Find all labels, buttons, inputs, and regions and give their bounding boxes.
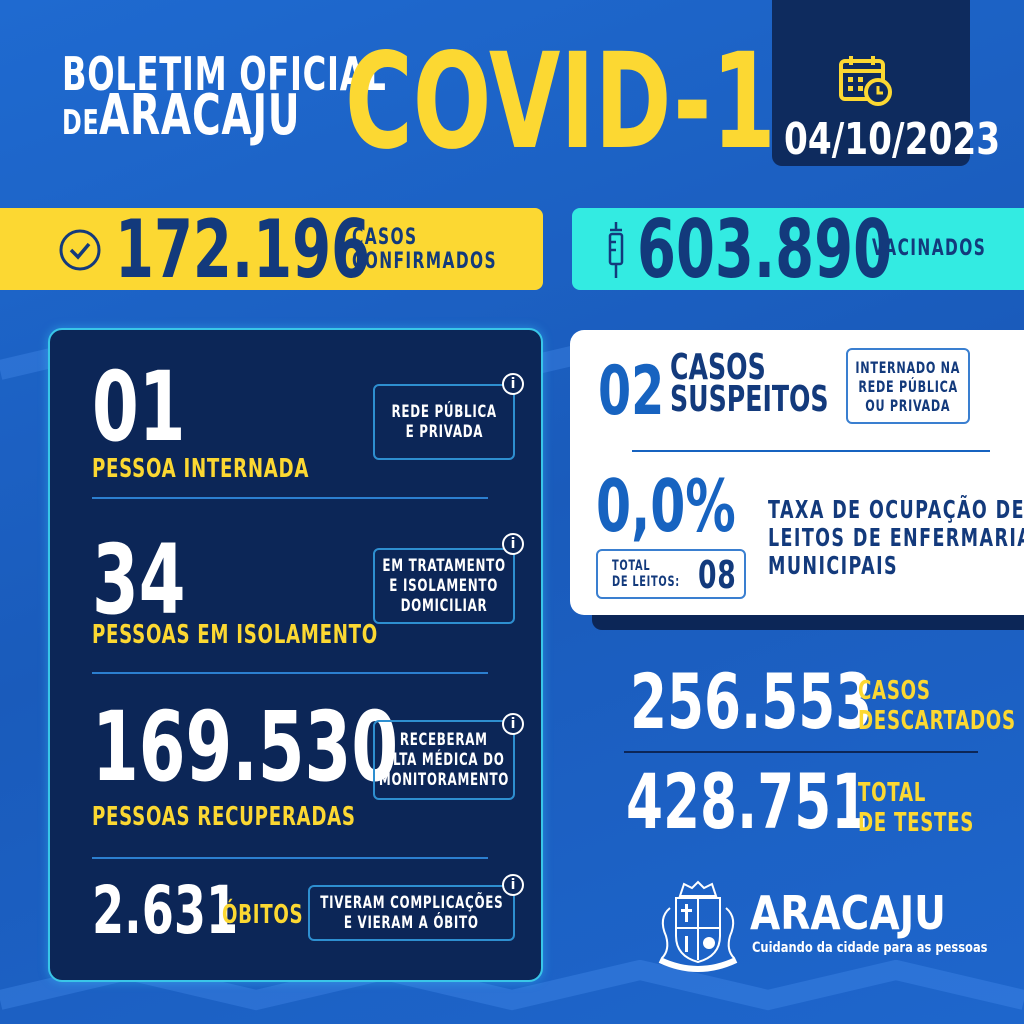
bulletin-date: 04/10/2023 [784,114,1001,165]
confirmed-label1: CASOS [352,225,418,250]
suspects-panel: 02 CASOS SUSPEITOS INTERNADO NA REDE PÚBLI… [570,330,1024,615]
confirmed-cases-bar: 172.196 CASOS CONFIRMADOS [0,208,543,290]
deaths-info-box: TIVERAM COMPLICAÇÕES E VIERAM A ÓBITO [308,885,515,941]
calendar-clock-icon [839,56,892,106]
title-prefix: DE [62,103,100,143]
occupancy-value: 0,0% [596,464,736,548]
headline: COVID-19 [345,25,841,179]
vaccinated-label: VACINADOS [872,236,987,261]
logo-tagline: Cuidando da cidade para as pessoas [752,940,988,956]
recovered-value: 169.530 [92,691,399,803]
discarded-label1: CASOS [858,676,931,706]
deaths-label: ÓBITOS [222,900,304,930]
check-circle-icon [59,229,101,271]
confirmed-value: 172.196 [115,203,371,296]
title-line1: BOLETIM OFICIAL [62,47,387,101]
divider [624,751,978,753]
recovered-info-box: RECEBERAM ALTA MÉDICA DO MONITORAMENTO [373,720,515,800]
divider [92,497,488,499]
suspects-value: 02 [598,352,665,431]
total-tests-label2: DE TESTES [858,808,975,838]
bulletin-title: BOLETIM OFICIAL DEARACAJU [62,47,526,148]
syringe-icon [608,222,624,278]
confirmed-label2: CONFIRMADOS [352,249,498,274]
total-beds-value: 08 [698,553,737,597]
date-box: 04/10/2023 [772,0,1000,166]
info-icon[interactable]: i [502,713,524,735]
total-beds-box: TOTAL DE LEITOS: 08 [596,549,746,599]
hospitalized-label: PESSOA INTERNADA [92,454,310,484]
isolation-label: PESSOAS EM ISOLAMENTO [92,620,378,650]
aracaju-crest-logo [658,880,738,972]
info-icon[interactable]: i [502,373,524,395]
status-panel: 01 PESSOA INTERNADA REDE PÚBLICA E PRIVAD… [48,328,543,982]
vaccinated-bar: 603.890 VACINADOS [572,208,1024,290]
recovered-label: PESSOAS RECUPERADAS [92,802,356,832]
total-tests-label1: TOTAL [858,778,927,808]
info-icon[interactable]: i [502,874,524,896]
isolation-value: 34 [92,524,186,636]
deaths-value: 2.631 [92,872,239,949]
logo-name: ARACAJU [750,886,946,940]
suspects-label2: SUSPEITOS [670,379,829,420]
suspects-label1: CASOS [670,347,766,388]
divider [92,672,488,674]
hospitalized-value: 01 [92,351,186,463]
title-city: ARACAJU [99,83,301,148]
total-tests-value: 428.751 [626,757,869,846]
discarded-value: 256.553 [630,657,873,746]
hospitalized-info-box: REDE PÚBLICA E PRIVADA [373,384,515,460]
divider [632,450,990,452]
discarded-label2: DESCARTADOS [858,706,1016,736]
divider [92,857,488,859]
info-icon[interactable]: i [502,533,524,555]
occupancy-description: TAXA DE OCUPAÇÃO DE LEITOS DE ENFERMARIA M… [768,495,1024,580]
isolation-info-box: EM TRATAMENTO E ISOLAMENTO DOMICILIAR [373,548,515,624]
suspects-info-box: INTERNADO NA REDE PÚBLICA OU PRIVADA [846,348,970,424]
vaccinated-value: 603.890 [637,203,893,296]
